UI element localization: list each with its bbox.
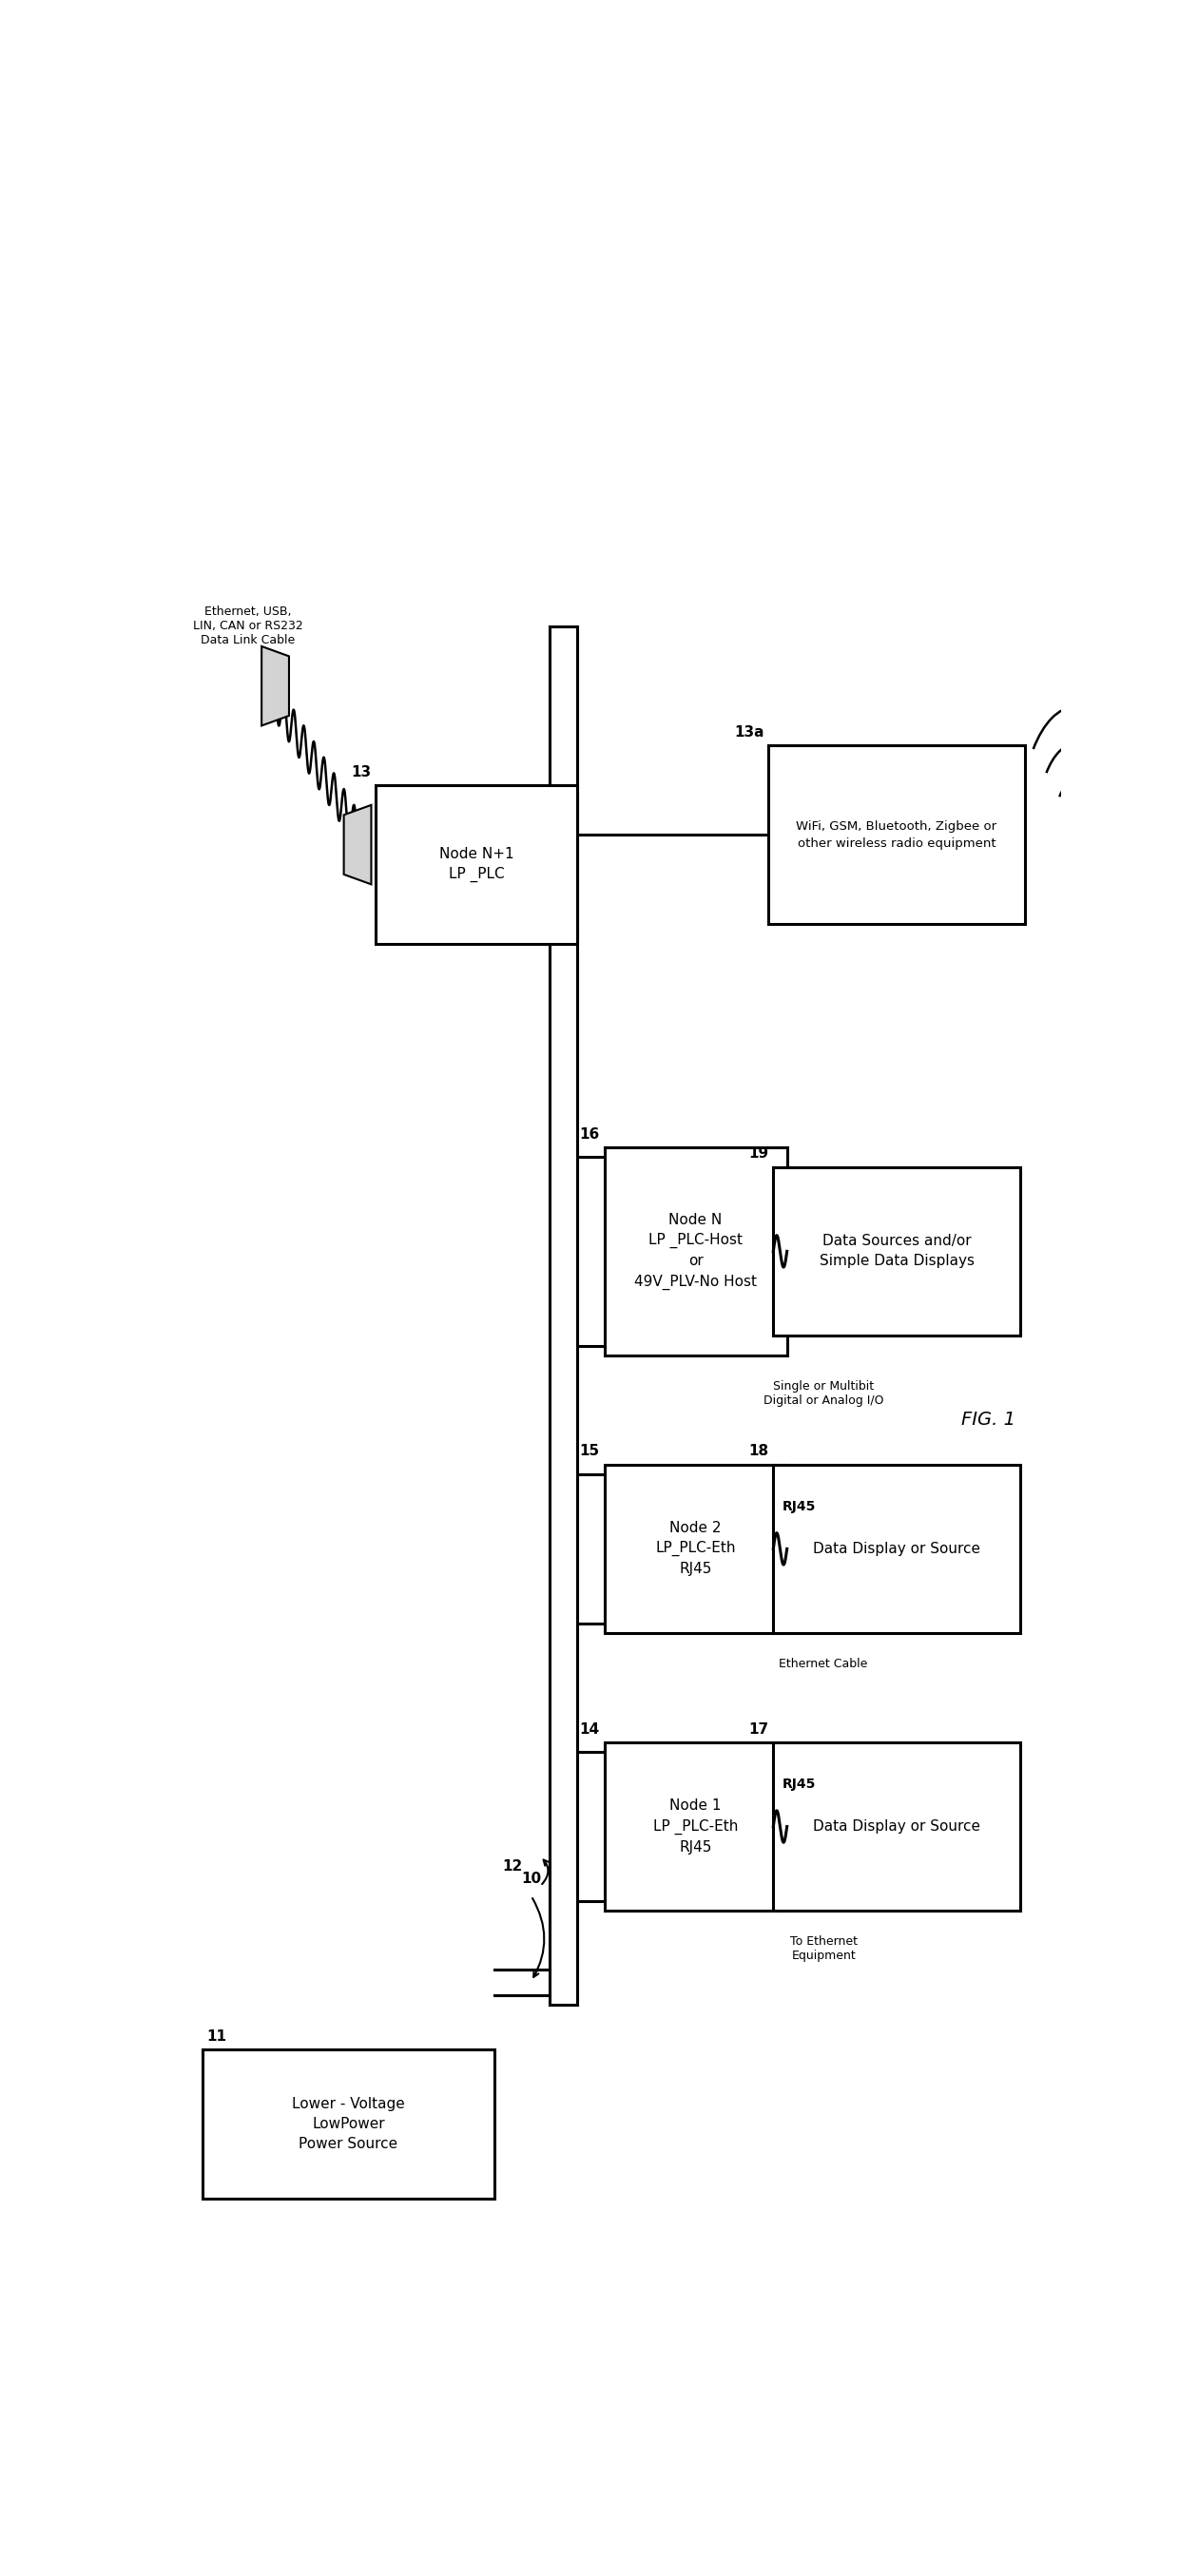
Text: To Ethernet
Equipment: To Ethernet Equipment	[790, 1935, 857, 1963]
Text: 19: 19	[749, 1146, 769, 1162]
Text: Data Display or Source: Data Display or Source	[814, 1819, 980, 1834]
Text: 16: 16	[579, 1126, 600, 1141]
Text: FIG. 1: FIG. 1	[961, 1412, 1015, 1430]
FancyBboxPatch shape	[773, 1167, 1020, 1334]
Text: Ethernet, USB,
LIN, CAN or RS232
Data Link Cable: Ethernet, USB, LIN, CAN or RS232 Data Li…	[193, 605, 303, 647]
Text: Single or Multibit
Digital or Analog I/O: Single or Multibit Digital or Analog I/O	[763, 1381, 884, 1406]
FancyBboxPatch shape	[769, 744, 1025, 925]
Polygon shape	[262, 647, 289, 726]
Text: Lower - Voltage
LowPower
Power Source: Lower - Voltage LowPower Power Source	[292, 2097, 404, 2151]
Text: 18: 18	[749, 1445, 769, 1458]
Polygon shape	[344, 804, 371, 884]
FancyBboxPatch shape	[604, 1146, 788, 1355]
FancyBboxPatch shape	[604, 1466, 788, 1633]
Text: 11: 11	[206, 2030, 226, 2043]
Text: WiFi, GSM, Bluetooth, Zigbee or
other wireless radio equipment: WiFi, GSM, Bluetooth, Zigbee or other wi…	[796, 819, 997, 850]
Text: Node 1
LP _PLC-Eth
RJ45: Node 1 LP _PLC-Eth RJ45	[653, 1798, 738, 1855]
Text: 15: 15	[580, 1445, 600, 1458]
Text: Data Sources and/or
Simple Data Displays: Data Sources and/or Simple Data Displays	[819, 1234, 974, 1267]
FancyBboxPatch shape	[604, 1741, 788, 1911]
Text: Ethernet Cable: Ethernet Cable	[779, 1659, 868, 1669]
Text: 12: 12	[502, 1860, 523, 1873]
Text: RJ45: RJ45	[783, 1777, 816, 1790]
Text: Node N
LP _PLC-Host
or
49V_PLV-No Host: Node N LP _PLC-Host or 49V_PLV-No Host	[634, 1213, 757, 1291]
Text: Data Display or Source: Data Display or Source	[814, 1540, 980, 1556]
Text: 13a: 13a	[735, 726, 764, 739]
Text: RJ45: RJ45	[783, 1499, 816, 1512]
FancyBboxPatch shape	[773, 1466, 1020, 1633]
Text: Node 2
LP_PLC-Eth
RJ45: Node 2 LP_PLC-Eth RJ45	[656, 1522, 736, 1577]
FancyBboxPatch shape	[773, 1741, 1020, 1911]
Text: 17: 17	[749, 1721, 769, 1736]
Text: 13: 13	[351, 765, 371, 778]
FancyBboxPatch shape	[203, 2050, 495, 2197]
Text: 10: 10	[521, 1873, 541, 1886]
Text: Node N+1
LP _PLC: Node N+1 LP _PLC	[439, 848, 514, 881]
Text: 14: 14	[580, 1721, 600, 1736]
FancyBboxPatch shape	[376, 786, 577, 943]
